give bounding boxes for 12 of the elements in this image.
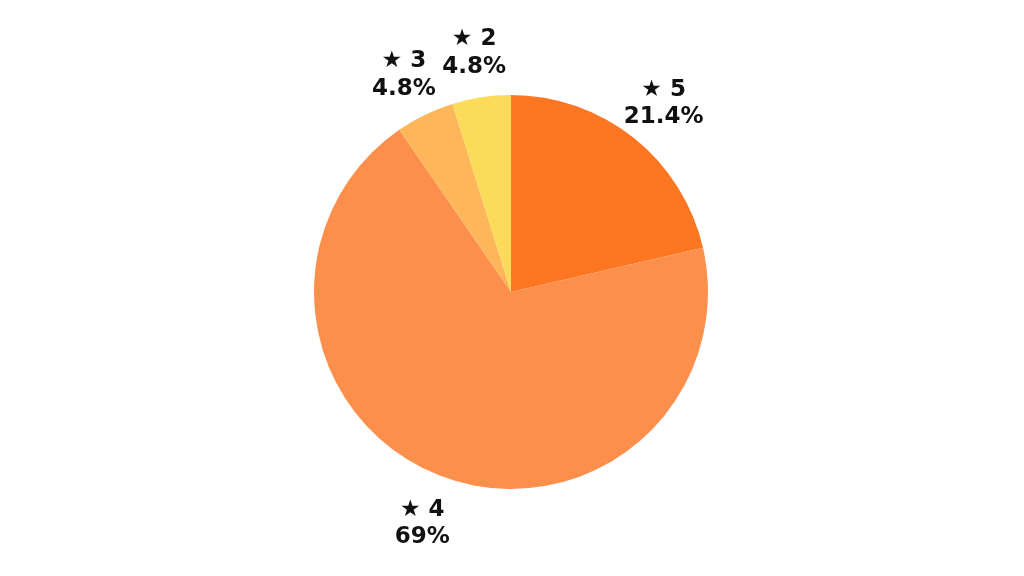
pie-slice: [399, 103, 511, 292]
pie-slice: [511, 95, 703, 292]
data-label: 4.8%: [372, 73, 436, 100]
slice-label: ★ 3: [381, 46, 427, 73]
slice-label: ★ 5: [641, 74, 686, 101]
data-label: 4.8%: [442, 51, 507, 78]
data-label: 21.4%: [623, 102, 704, 129]
slice-label: ★ 2: [451, 24, 497, 51]
pie-slice: [452, 95, 511, 292]
data-label: 69%: [394, 522, 450, 549]
pie-slice: [314, 129, 708, 489]
slice-label: ★ 4: [399, 494, 445, 521]
